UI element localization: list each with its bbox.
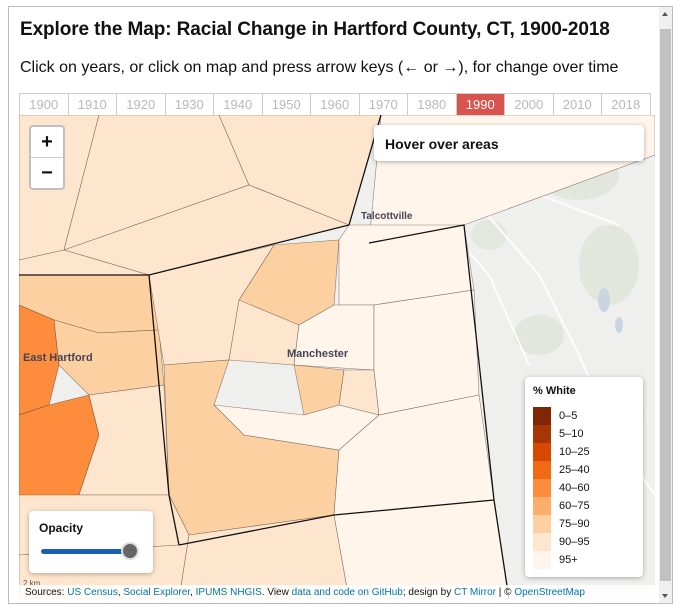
legend-item: 10–25 xyxy=(533,443,590,461)
sources-view: . View xyxy=(261,587,292,598)
sources-prefix: Sources: xyxy=(25,587,68,598)
year-button-1980[interactable]: 1980 xyxy=(408,94,457,115)
legend-label: 40–60 xyxy=(559,482,590,494)
year-button-1930[interactable]: 1930 xyxy=(165,94,214,115)
opacity-slider-track[interactable] xyxy=(41,549,131,554)
scale-bar: 2 km xyxy=(23,579,41,588)
legend-label: 10–25 xyxy=(559,446,590,458)
zoom-out-button[interactable]: − xyxy=(41,162,53,184)
sources-osm-sep: | © xyxy=(496,587,515,598)
year-button-2018[interactable]: 2018 xyxy=(602,94,650,115)
map-canvas[interactable]: Talcottville East Hartford Manchester + … xyxy=(19,115,655,599)
legend-item: 25–40 xyxy=(533,461,590,479)
year-button-1940[interactable]: 1940 xyxy=(214,94,263,115)
legend-label: 90–95 xyxy=(559,536,590,548)
year-button-1920[interactable]: 1920 xyxy=(117,94,166,115)
legend-swatch xyxy=(533,425,551,443)
year-button-1950[interactable]: 1950 xyxy=(262,94,311,115)
legend-swatch xyxy=(533,533,551,551)
zoom-control: + − xyxy=(29,125,65,190)
link-us-census[interactable]: US Census xyxy=(67,587,118,598)
place-label-east-hartford: East Hartford xyxy=(23,352,93,364)
vertical-scrollbar[interactable] xyxy=(659,7,672,603)
legend-swatch xyxy=(533,443,551,461)
opacity-slider-handle[interactable] xyxy=(121,542,139,560)
town-boundaries xyxy=(19,115,510,599)
legend-swatch xyxy=(533,497,551,515)
sources-sep: , xyxy=(117,587,124,598)
sources-attribution: Sources: US Census, Social Explorer, IPU… xyxy=(19,585,655,601)
legend-item: 5–10 xyxy=(533,425,583,443)
place-label-talcottville: Talcottville xyxy=(361,211,413,222)
basemap-water xyxy=(598,288,623,333)
page-subtitle: Click on years, or click on map and pres… xyxy=(20,59,619,76)
page-frame: Explore the Map: Racial Change in Hartfo… xyxy=(8,6,673,604)
scrollbar-thumb[interactable] xyxy=(660,29,671,581)
opacity-label: Opacity xyxy=(39,521,84,535)
legend-swatch xyxy=(533,479,551,497)
legend-item: 60–75 xyxy=(533,497,590,515)
page-title: Explore the Map: Racial Change in Hartfo… xyxy=(20,19,610,40)
sources-design: ; design by xyxy=(402,587,454,598)
year-button-1910[interactable]: 1910 xyxy=(68,94,117,115)
hover-info-box: Hover over areas xyxy=(374,125,644,161)
legend-label: 75–90 xyxy=(559,518,590,530)
hover-info-text: Hover over areas xyxy=(385,136,499,152)
year-button-1970[interactable]: 1970 xyxy=(359,94,408,115)
link-github[interactable]: data and code on GitHub xyxy=(291,587,403,598)
year-button-1960[interactable]: 1960 xyxy=(311,94,360,115)
year-button-1900[interactable]: 1900 xyxy=(20,94,69,115)
legend-label: 5–10 xyxy=(559,428,584,440)
link-ct-mirror[interactable]: CT Mirror xyxy=(453,587,497,598)
opacity-control: Opacity xyxy=(29,511,153,573)
legend-label: 25–40 xyxy=(559,464,590,476)
tract-east-hartford-1[interactable] xyxy=(19,304,60,416)
legend: % White 0–5 5–10 10–25 25–40 40–60 60–75… xyxy=(525,377,643,577)
legend-label: 95+ xyxy=(559,554,578,566)
legend-label: 0–5 xyxy=(559,410,578,422)
scroll-down-icon[interactable] xyxy=(662,594,668,598)
tract-manchester-e[interactable] xyxy=(373,289,480,416)
legend-swatch xyxy=(533,461,551,479)
year-button-2010[interactable]: 2010 xyxy=(553,94,602,115)
legend-item: 95+ xyxy=(533,551,578,569)
legend-swatch xyxy=(533,407,551,425)
legend-item: 90–95 xyxy=(533,533,590,551)
place-label-manchester: Manchester xyxy=(287,348,349,360)
legend-swatch xyxy=(533,551,551,569)
tract-south-2[interactable] xyxy=(178,514,350,599)
scroll-up-icon[interactable] xyxy=(662,12,668,16)
link-openstreetmap[interactable]: OpenStreetMap xyxy=(514,587,585,598)
year-button-2000[interactable]: 2000 xyxy=(505,94,554,115)
link-ipums-nhgis[interactable]: IPUMS NHGIS xyxy=(195,587,262,598)
legend-swatch xyxy=(533,515,551,533)
legend-item: 75–90 xyxy=(533,515,590,533)
legend-title: % White xyxy=(533,385,576,397)
legend-label: 60–75 xyxy=(559,500,590,512)
year-selector: 1900 1910 1920 1930 1940 1950 1960 1970 … xyxy=(19,93,651,116)
year-button-1990[interactable]: 1990 xyxy=(456,94,505,115)
sources-sep: , xyxy=(190,587,196,598)
zoom-in-button[interactable]: + xyxy=(31,127,63,158)
link-social-explorer[interactable]: Social Explorer xyxy=(123,587,191,598)
legend-item: 40–60 xyxy=(533,479,590,497)
legend-item: 0–5 xyxy=(533,407,577,425)
